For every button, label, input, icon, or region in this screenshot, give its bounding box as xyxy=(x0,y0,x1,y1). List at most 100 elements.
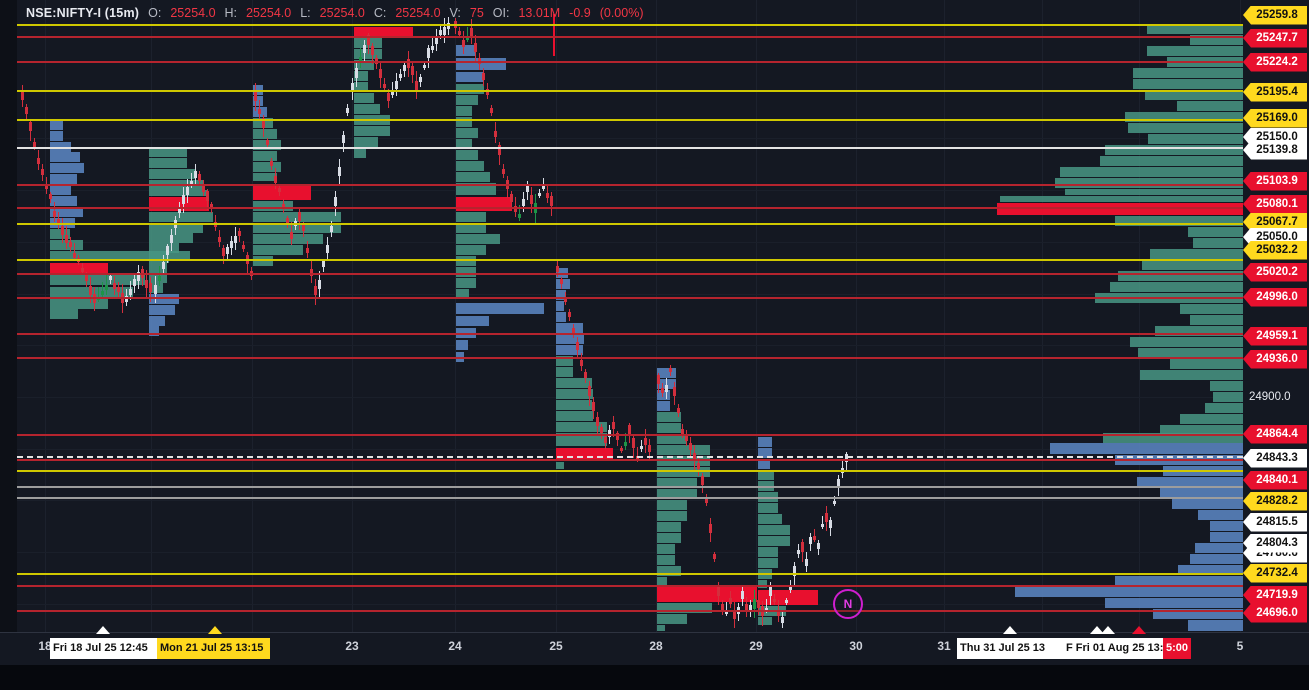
price-level-line[interactable] xyxy=(17,573,1243,575)
session-volume-row xyxy=(50,287,133,297)
note-badge[interactable]: N xyxy=(833,589,863,619)
symbol-name[interactable]: NSE:NIFTY-I (15m) xyxy=(26,6,140,20)
price-level-line[interactable] xyxy=(17,434,1243,436)
price-tag[interactable]: 24804.3 xyxy=(1243,533,1307,553)
axis-marker-arrow-icon[interactable] xyxy=(1101,626,1115,634)
price-tag[interactable]: 25169.0 xyxy=(1243,108,1307,128)
session-volume-row xyxy=(657,555,675,565)
time-tag[interactable]: Thu 31 Jul 25 13 xyxy=(957,638,1063,659)
current-price-dashed-line[interactable] xyxy=(17,456,1243,458)
price-tag[interactable]: 24732.4 xyxy=(1243,563,1307,583)
price-level-line[interactable] xyxy=(17,147,1243,149)
axis-marker-arrow-icon[interactable] xyxy=(1090,626,1104,634)
price-level-line[interactable] xyxy=(17,184,1243,186)
price-level-line[interactable] xyxy=(17,486,1243,488)
time-axis[interactable]: 18 23 24 25 28 29 30 31 5 Fri 18 Jul 25 12:45 Mon … xyxy=(0,626,1309,665)
candlestick xyxy=(52,211,56,217)
chart-pane[interactable]: N xyxy=(0,0,1243,632)
price-tag[interactable]: 25080.1 xyxy=(1243,194,1307,214)
time-tag[interactable]: 5:00 xyxy=(1163,638,1191,659)
price-tag[interactable]: 24959.1 xyxy=(1243,326,1307,346)
price-tag[interactable]: 25224.2 xyxy=(1243,52,1307,72)
candlestick xyxy=(80,268,84,272)
session-volume-row xyxy=(149,326,159,336)
price-tag[interactable]: 25247.7 xyxy=(1243,28,1307,48)
price-level-line[interactable] xyxy=(17,207,1243,209)
price-level-line[interactable] xyxy=(17,357,1243,359)
price-tag[interactable]: 25259.8 xyxy=(1243,5,1307,25)
candlestick xyxy=(615,433,619,440)
candlestick xyxy=(800,542,804,552)
composite-volume-row xyxy=(1147,24,1243,34)
price-tag[interactable]: 25020.2 xyxy=(1243,262,1307,282)
price-level-line[interactable] xyxy=(17,223,1243,225)
time-tag[interactable]: Fri 18 Jul 25 12:45 xyxy=(50,638,157,659)
candlestick xyxy=(241,245,245,250)
time-tag[interactable]: F Fri 01 Aug 25 13:15 xyxy=(1063,638,1163,659)
composite-volume-row xyxy=(1172,499,1243,509)
axis-marker-arrow-icon[interactable] xyxy=(208,626,222,634)
price-tag[interactable]: 24936.0 xyxy=(1243,349,1307,369)
candlestick xyxy=(333,196,337,207)
candlestick xyxy=(748,605,752,612)
price-tag[interactable]: 25067.7 xyxy=(1243,212,1307,232)
candlestick xyxy=(442,26,446,36)
time-axis-tick-label: 25 xyxy=(549,639,563,653)
session-volume-row xyxy=(456,117,472,127)
candlestick xyxy=(201,185,205,192)
session-volume-row xyxy=(456,45,476,56)
session-volume-row xyxy=(556,323,583,333)
axis-marker-arrow-icon[interactable] xyxy=(1132,626,1146,634)
time-tag[interactable]: Mon 21 Jul 25 13:15 xyxy=(157,638,270,659)
price-level-line[interactable] xyxy=(17,259,1243,261)
ohlc-values: O: 25254.0 H: 25254.0 L: 25254.0 C: 25254.0 V: 75… xyxy=(148,6,560,20)
price-level-line[interactable] xyxy=(17,119,1243,121)
price-level-line[interactable] xyxy=(17,273,1243,275)
candlestick xyxy=(446,23,450,30)
candlestick xyxy=(329,225,333,232)
price-axis[interactable]: 25259.8 25247.7 25224.2 25195.4 25169.0 25150… xyxy=(1243,0,1309,632)
composite-volume-row xyxy=(1015,587,1243,597)
candlestick xyxy=(128,288,132,295)
price-level-line[interactable] xyxy=(17,497,1243,499)
price-level-line[interactable] xyxy=(17,24,1243,26)
candlestick xyxy=(537,192,541,197)
price-level-line[interactable] xyxy=(17,610,1243,612)
price-tag[interactable]: 25103.9 xyxy=(1243,171,1307,191)
candle-wick xyxy=(624,432,626,450)
price-tag[interactable]: 24864.4 xyxy=(1243,424,1307,444)
candlestick xyxy=(812,535,816,540)
axis-marker-arrow-icon[interactable] xyxy=(1003,626,1017,634)
session-volume-row xyxy=(556,312,566,322)
candlestick xyxy=(792,566,796,576)
price-tag[interactable]: 24696.0 xyxy=(1243,603,1307,623)
session-volume-row xyxy=(149,212,213,222)
candlestick xyxy=(611,421,615,430)
price-tag[interactable]: 25195.4 xyxy=(1243,82,1307,102)
session-volume-row xyxy=(556,367,573,377)
price-level-line[interactable] xyxy=(17,61,1243,63)
price-level-line[interactable] xyxy=(17,585,1243,587)
price-tag[interactable]: 25032.2 xyxy=(1243,240,1307,260)
candlestick xyxy=(575,342,579,351)
price-level-line[interactable] xyxy=(17,36,1243,38)
price-level-line[interactable] xyxy=(17,90,1243,92)
price-tag[interactable]: 24843.3 xyxy=(1243,448,1307,468)
price-level-line[interactable] xyxy=(17,333,1243,335)
composite-volume-row xyxy=(1193,238,1243,248)
price-level-line[interactable] xyxy=(17,297,1243,299)
price-level-line[interactable] xyxy=(17,459,1243,461)
price-tag[interactable]: 24996.0 xyxy=(1243,287,1307,307)
session-poc-bar xyxy=(657,587,757,602)
composite-volume-row xyxy=(1125,112,1243,122)
price-tag[interactable]: 24815.5 xyxy=(1243,512,1307,532)
price-level-line[interactable] xyxy=(17,470,1243,472)
price-tag[interactable]: 24840.1 xyxy=(1243,470,1307,490)
price-tag[interactable]: 24828.2 xyxy=(1243,491,1307,511)
composite-volume-row xyxy=(1050,443,1243,454)
session-volume-row xyxy=(50,207,83,217)
price-tag[interactable]: 25139.8 xyxy=(1243,140,1307,160)
price-tag[interactable]: 24719.9 xyxy=(1243,585,1307,605)
candlestick xyxy=(816,543,820,550)
axis-marker-arrow-icon[interactable] xyxy=(96,626,110,634)
